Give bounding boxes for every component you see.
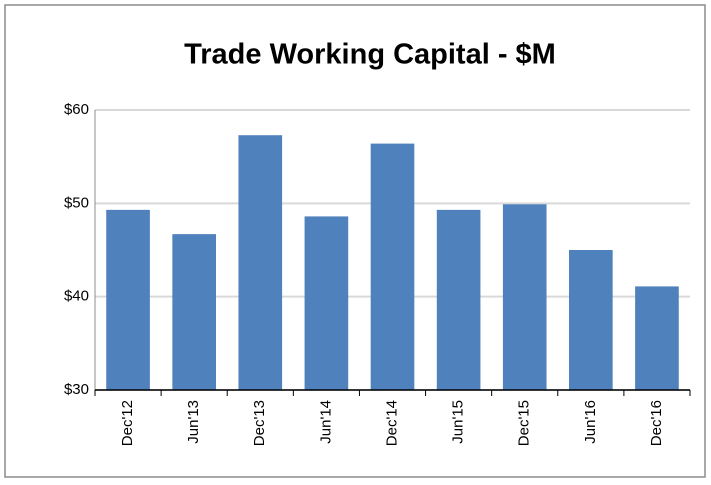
- bar: [635, 286, 679, 390]
- bar: [304, 216, 349, 390]
- y-tick-label: $60: [64, 101, 89, 118]
- x-tick-label: Dec'13: [251, 400, 268, 446]
- bar: [370, 143, 415, 390]
- bar: [106, 209, 150, 390]
- x-tick-label: Jun'14: [317, 400, 334, 444]
- y-tick-label: $40: [64, 288, 89, 305]
- bar: [238, 135, 283, 390]
- bar: [172, 234, 216, 390]
- bar: [502, 204, 547, 390]
- x-tick-label: Dec'12: [119, 400, 136, 446]
- y-tick-label: $30: [64, 381, 89, 398]
- x-tick-label: Jun'16: [582, 400, 599, 444]
- y-tick-label: $50: [64, 194, 89, 211]
- x-tick-label: Dec'15: [516, 400, 533, 446]
- bar: [436, 209, 481, 390]
- x-tick-label: Dec'14: [383, 400, 400, 446]
- x-tick-label: Jun'13: [185, 400, 202, 444]
- bar: [569, 250, 613, 390]
- x-tick-label: Jun'15: [450, 400, 467, 444]
- chart-title: Trade Working Capital - $M: [184, 39, 556, 71]
- x-tick-label: Dec'16: [648, 400, 665, 446]
